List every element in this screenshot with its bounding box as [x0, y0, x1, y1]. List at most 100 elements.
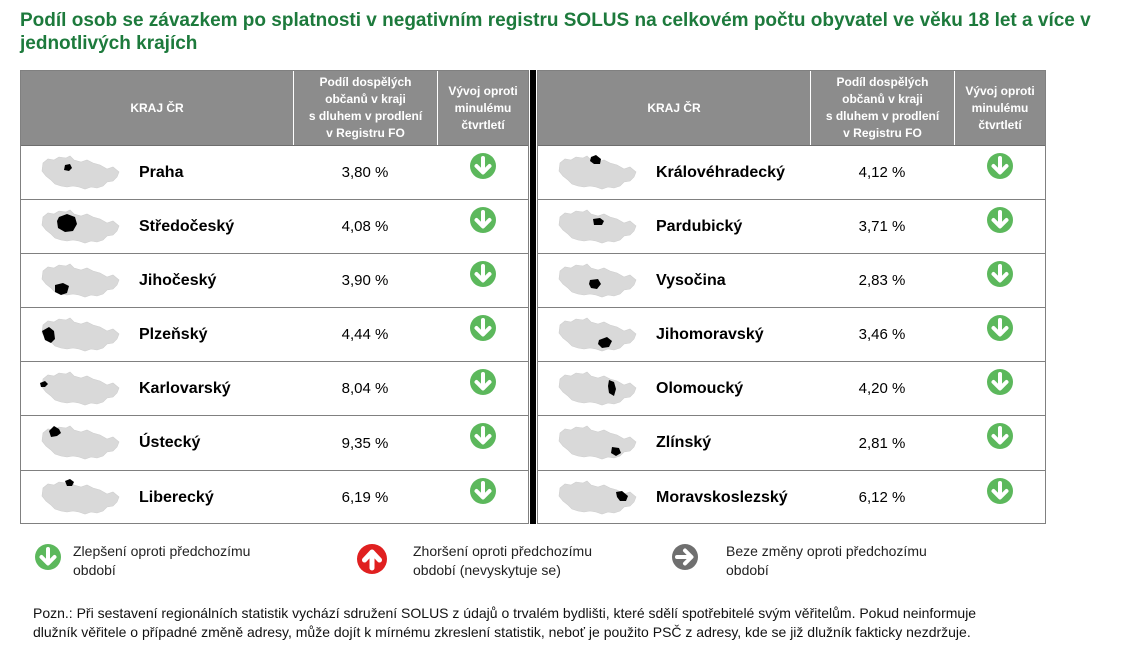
arrow-down-green-icon	[986, 153, 1013, 179]
region-map	[21, 362, 139, 415]
region-share: 8,04 %	[341, 380, 389, 398]
region-map	[21, 254, 139, 307]
region-map-icon	[41, 317, 120, 352]
region-trend	[437, 362, 528, 415]
region-map	[21, 471, 139, 525]
legend-worse-text: období (nevyskytuje se)	[413, 562, 561, 578]
region-trend	[954, 254, 1045, 307]
region-map-icon	[558, 263, 637, 298]
table-divider	[530, 70, 536, 524]
header-region: KRAJ ČR	[647, 100, 701, 115]
region-map	[538, 416, 656, 469]
table-header: KRAJ ČR Podíl dospělých občanů v kraji s…	[538, 71, 1045, 146]
legend-improve-text: období	[73, 562, 116, 578]
region-map	[21, 200, 139, 253]
header-trend-line: čtvrtletí	[461, 117, 505, 132]
region-map	[538, 146, 656, 199]
header-trend-line: minulému	[454, 100, 512, 115]
table-row: Středočeský 4,08 %	[21, 200, 528, 255]
region-map	[538, 362, 656, 415]
arrow-down-green-icon	[986, 261, 1013, 288]
region-share: 4,44 %	[341, 326, 389, 344]
legend-worse: Zhoršení oproti předchozímu období (nevy…	[355, 542, 653, 580]
header-region: KRAJ ČR	[130, 100, 184, 115]
region-map-icon	[41, 478, 120, 514]
table-row: Královéhradecký 4,12 %	[538, 146, 1045, 201]
footnote: Pozn.: Při sestavení regionálních statis…	[33, 604, 1113, 642]
legend-improve: Zlepšení oproti předchozímu období	[33, 542, 313, 580]
table-row: Moravskoslezský 6,12 %	[538, 471, 1045, 525]
region-map	[21, 308, 139, 361]
page-title: Podíl osob se závazkem po splatnosti v n…	[20, 10, 1091, 54]
table-row: Zlínský 2,81 %	[538, 416, 1045, 471]
arrow-down-green-icon	[986, 369, 1013, 396]
region-share: 4,12 %	[858, 164, 906, 182]
region-trend	[954, 146, 1045, 199]
legend-same-text: Beze změny oproti předchozímu	[726, 543, 927, 559]
region-name: Jihomoravský	[656, 325, 764, 343]
region-trend	[954, 471, 1045, 525]
table-row: Karlovarský 8,04 %	[21, 362, 528, 417]
region-name: Královéhradecký	[656, 163, 785, 181]
region-name: Pardubický	[656, 217, 743, 235]
region-map	[538, 471, 656, 525]
arrow-down-green-icon	[469, 369, 496, 396]
region-map-icon	[558, 372, 637, 406]
region-map-icon	[41, 209, 120, 244]
region-share: 4,08 %	[341, 218, 389, 236]
arrow-down-green-icon	[469, 423, 496, 450]
header-share-line: v Registru FO	[326, 126, 405, 140]
header-trend-line: Vývoj oproti	[965, 83, 1035, 98]
region-name: Liberecký	[139, 488, 214, 506]
region-name: Středočeský	[139, 217, 235, 235]
arrow-down-green-icon	[469, 207, 496, 234]
table-row: Pardubický 3,71 %	[538, 200, 1045, 255]
region-share: 2,83 %	[858, 272, 906, 290]
region-map-icon	[558, 209, 637, 244]
header-share-line: občanů v kraji	[325, 92, 406, 106]
table-row: Praha 3,80 %	[21, 146, 528, 201]
table-row: Plzeňský 4,44 %	[21, 308, 528, 363]
arrow-down-green-icon	[33, 542, 63, 577]
region-map-icon	[40, 372, 120, 406]
region-map	[21, 416, 139, 469]
region-share: 3,90 %	[341, 272, 389, 290]
header-trend-line: čtvrtletí	[978, 117, 1022, 132]
arrow-down-green-icon	[469, 261, 496, 288]
region-share: 4,20 %	[858, 380, 906, 398]
region-share: 3,46 %	[858, 326, 906, 344]
arrow-down-green-icon	[469, 477, 496, 504]
legend-same-text: období	[726, 562, 769, 578]
header-trend: Vývoj oproti minulému čtvrtletí	[437, 71, 528, 145]
region-map-icon	[558, 155, 637, 190]
region-name: Vysočina	[656, 271, 726, 289]
region-name: Ústecký	[139, 434, 201, 452]
arrow-down-green-icon	[469, 153, 496, 179]
arrow-right-grey-icon	[670, 542, 700, 577]
region-map	[538, 254, 656, 307]
region-name: Zlínský	[656, 434, 712, 452]
region-trend	[437, 254, 528, 307]
region-table-left: KRAJ ČR Podíl dospělých občanů v kraji s…	[20, 70, 529, 524]
arrow-down-green-icon	[986, 207, 1013, 234]
region-name: Olomoucký	[656, 379, 744, 397]
header-share-line: Podíl dospělých	[319, 75, 412, 89]
footnote-line: dlužník věřitele o případné změně adresy…	[33, 624, 971, 640]
footnote-line: Pozn.: Při sestavení regionálních statis…	[33, 605, 977, 621]
region-map	[538, 200, 656, 253]
region-name: Praha	[139, 163, 184, 181]
region-trend	[437, 146, 528, 199]
region-map-icon	[41, 155, 120, 190]
region-trend	[437, 200, 528, 253]
header-share-line: s dluhem v prodlení	[825, 109, 940, 123]
region-map-icon	[41, 426, 120, 460]
region-trend	[954, 200, 1045, 253]
region-trend	[954, 416, 1045, 469]
region-trend	[954, 362, 1045, 415]
region-name: Jihočeský	[139, 271, 217, 289]
region-table-right: KRAJ ČR Podíl dospělých občanů v kraji s…	[537, 70, 1046, 524]
region-name: Karlovarský	[139, 379, 231, 397]
legend-same: Beze změny oproti předchozímu období	[670, 542, 966, 580]
region-name: Plzeňský	[139, 325, 208, 343]
region-share: 6,19 %	[341, 489, 389, 507]
